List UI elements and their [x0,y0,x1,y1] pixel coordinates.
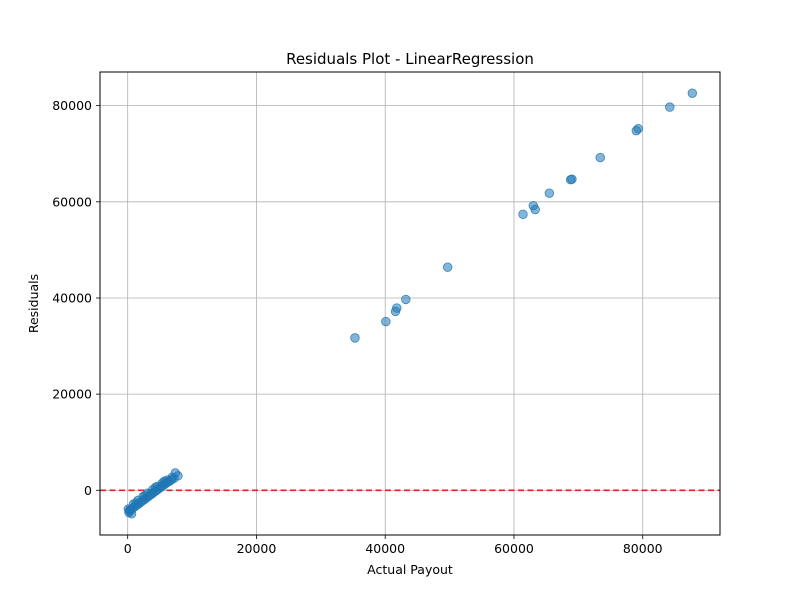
x-axis-ticks: 0 20000 40000 60000 80000 [124,535,663,556]
scatter-point [633,124,643,134]
scatter-point [518,209,528,220]
x-tick-label: 40000 [365,541,405,556]
scatter-point [665,102,675,112]
scatter-point [150,482,161,493]
scatter-point [567,174,577,184]
chart-title: Residuals Plot - LinearRegression [286,50,534,68]
plot-frame [99,71,721,536]
y-tick-label: 20000 [52,387,92,402]
scatter-point [350,333,360,343]
scatter-point [392,303,402,313]
x-tick-label: 80000 [623,541,663,556]
plot-area [100,72,720,535]
x-axis-label: Actual Payout [367,562,453,577]
y-tick-label: 0 [84,483,92,498]
y-axis-ticks: 0 20000 40000 60000 80000 [52,98,100,498]
scatter-point [381,316,391,327]
x-tick-label: 0 [124,541,132,556]
scatter-point [401,294,411,305]
scatter-point [595,152,605,163]
scatter-point [159,476,170,486]
scatter-point [687,88,698,98]
x-tick-label: 20000 [237,541,277,556]
y-tick-label: 40000 [52,290,92,305]
y-tick-label: 80000 [52,98,92,113]
scatter-point [544,188,555,198]
x-tick-label: 60000 [494,541,534,556]
scatter-point [442,262,453,272]
scatter-point [530,204,540,215]
y-axis-label: Residuals [26,274,41,333]
scatter-point [140,490,150,501]
y-tick-label: 60000 [52,194,92,209]
scatter-points [123,88,698,519]
scatter-point [131,498,141,508]
